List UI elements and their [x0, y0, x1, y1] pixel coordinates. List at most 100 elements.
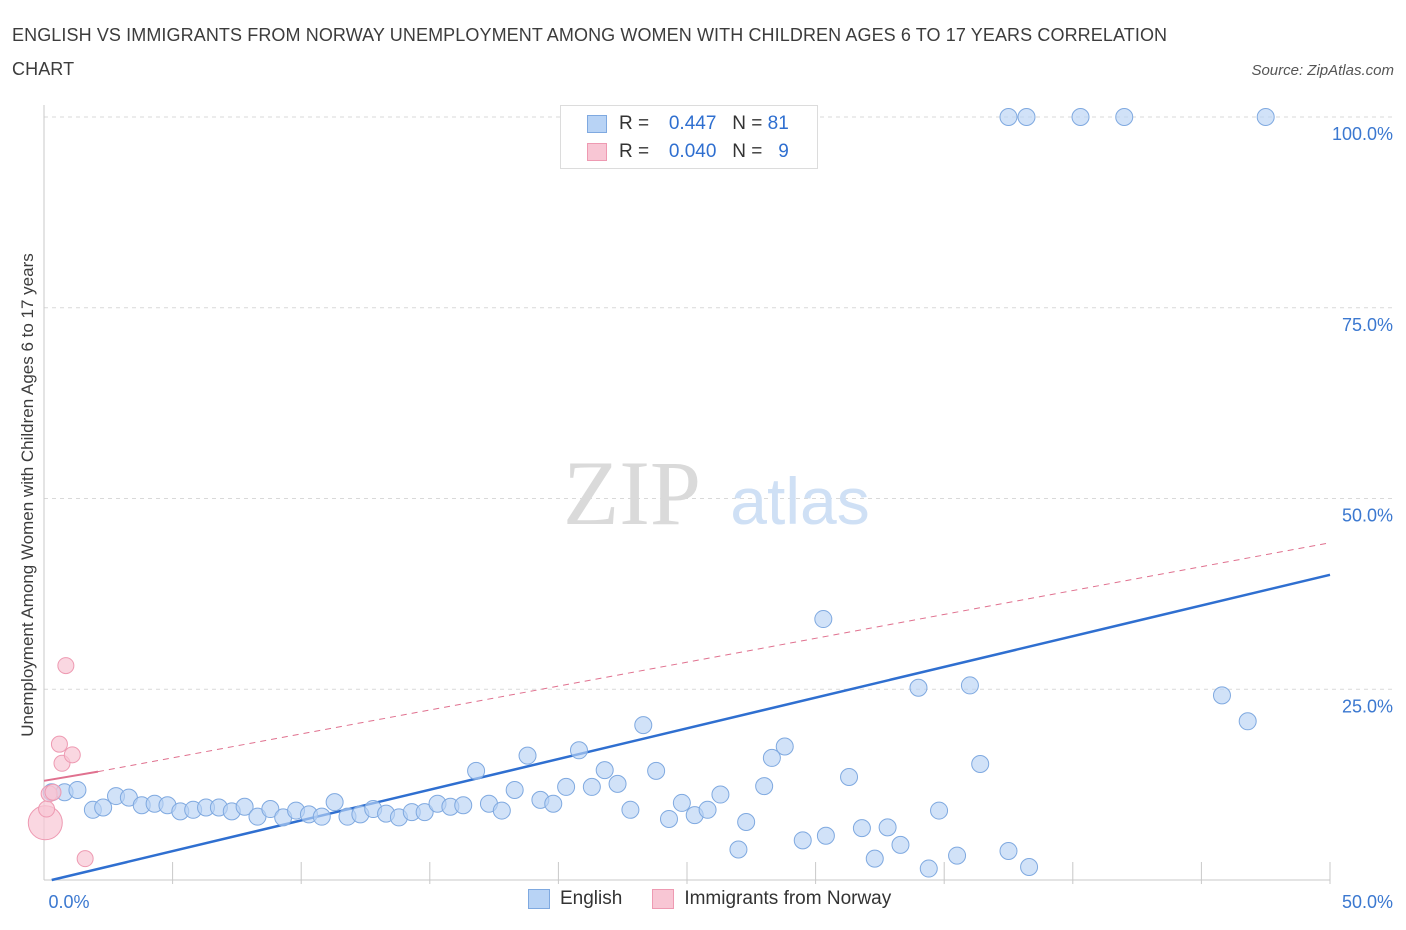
- data-point-english: [865, 849, 884, 868]
- x-tick-label: 50.0%: [1342, 892, 1393, 912]
- data-point-english: [492, 801, 511, 820]
- legend-r-label: R =: [619, 113, 650, 134]
- y-tick-label: 50.0%: [1342, 506, 1393, 526]
- grid-lines: [44, 116, 1394, 690]
- axes: [43, 105, 1331, 884]
- data-point-english: [1020, 858, 1039, 877]
- trend-line-english: [51, 573, 1331, 882]
- data-point-english: [595, 761, 614, 780]
- data-point-english: [960, 676, 979, 695]
- data-point-english: [659, 809, 678, 828]
- watermark-zip: ZIP: [563, 442, 701, 544]
- data-point-english: [775, 737, 794, 756]
- data-point-english: [971, 755, 990, 774]
- data-point-english: [569, 741, 588, 760]
- data-point-english: [557, 777, 576, 796]
- legend-swatch-english: [587, 115, 607, 133]
- source-label: Source: ZipAtlas.com: [1251, 62, 1394, 79]
- chart-title: ENGLISH VS IMMIGRANTS FROM NORWAY UNEMPL…: [12, 25, 1168, 79]
- data-point-english: [518, 746, 537, 765]
- watermark-atlas: atlas: [730, 464, 869, 538]
- data-point-english: [919, 859, 938, 878]
- data-point-english: [647, 761, 666, 780]
- data-point-english: [816, 826, 835, 845]
- watermark: ZIP atlas: [563, 442, 870, 544]
- y-tick-label: 25.0%: [1342, 696, 1393, 716]
- legend-swatch-norway: [587, 143, 607, 161]
- data-point-english: [948, 846, 967, 865]
- data-point-norway: [57, 657, 75, 675]
- data-point-english: [840, 767, 859, 786]
- data-point-english: [1017, 108, 1036, 126]
- data-point-english: [999, 108, 1018, 126]
- series-legend-english[interactable]: English: [528, 888, 622, 910]
- series-label-english: English: [560, 888, 623, 909]
- data-point-english: [793, 831, 812, 850]
- data-point-norway: [44, 783, 62, 801]
- data-point-norway: [63, 746, 81, 764]
- correlation-legend: R = 0.447 N = 81 R = 0.040 N = 9: [560, 105, 818, 169]
- legend-n-value-norway: 9: [778, 141, 789, 162]
- data-point-english: [698, 800, 717, 819]
- y-axis-label: Unemployment Among Women with Children A…: [18, 253, 37, 737]
- data-point-english: [711, 785, 730, 804]
- data-point-norway: [50, 735, 68, 753]
- data-point-english: [1212, 686, 1231, 705]
- trend-line-norway-solid: [43, 770, 99, 782]
- legend-n-label: N =: [732, 141, 763, 162]
- data-point-english: [634, 716, 653, 735]
- data-points: [27, 108, 1275, 878]
- data-point-english: [1115, 108, 1134, 126]
- legend-n-label: N =: [732, 113, 763, 134]
- series-label-norway: Immigrants from Norway: [684, 888, 892, 909]
- data-point-english: [235, 797, 254, 816]
- data-point-english: [325, 793, 344, 812]
- data-point-english: [930, 801, 949, 820]
- data-point-english: [312, 807, 331, 826]
- legend-row-norway: R = 0.040 N = 9: [587, 140, 789, 164]
- data-point-english: [755, 777, 774, 796]
- data-point-english: [467, 761, 486, 780]
- data-point-english: [415, 803, 434, 822]
- data-point-norway: [76, 850, 94, 868]
- data-point-english: [672, 793, 691, 812]
- legend-r-label: R =: [619, 141, 650, 162]
- data-point-english: [999, 842, 1018, 861]
- data-point-english: [505, 780, 524, 799]
- y-tick-label: 75.0%: [1342, 315, 1393, 335]
- data-point-english: [1071, 108, 1090, 126]
- series-swatch-english: [528, 889, 550, 909]
- series-legend: English Immigrants from Norway: [528, 888, 921, 910]
- legend-row-english: R = 0.447 N = 81: [587, 112, 789, 136]
- data-point-english: [737, 813, 756, 832]
- series-legend-norway[interactable]: Immigrants from Norway: [652, 888, 891, 910]
- data-point-english: [544, 794, 563, 813]
- series-swatch-norway: [652, 889, 675, 909]
- data-point-english: [621, 800, 640, 819]
- data-point-english: [852, 819, 871, 838]
- data-point-norway: [38, 800, 56, 818]
- data-point-english: [1238, 712, 1257, 731]
- trend-lines: [43, 542, 1331, 882]
- legend-n-value-english: 81: [767, 113, 789, 134]
- trend-line-norway-dashed: [97, 542, 1331, 773]
- data-point-english: [762, 748, 781, 767]
- data-point-english: [909, 678, 928, 697]
- data-point-english: [814, 610, 833, 629]
- data-point-english: [1256, 108, 1275, 126]
- data-point-english: [729, 840, 748, 859]
- legend-r-value-english: 0.447: [668, 113, 717, 134]
- data-point-english: [878, 818, 897, 837]
- x-tick-label: 0.0%: [48, 892, 89, 912]
- data-point-english: [68, 780, 87, 799]
- data-point-english: [608, 774, 627, 793]
- y-tick-label: 100.0%: [1332, 124, 1393, 144]
- legend-r-value-norway: 0.040: [668, 141, 717, 162]
- data-point-english: [891, 835, 910, 854]
- data-point-english: [582, 777, 601, 796]
- tick-labels: 100.0% 75.0% 50.0% 25.0% 0.0% 50.0%: [48, 124, 1393, 912]
- data-point-english: [261, 800, 280, 819]
- data-point-english: [94, 798, 113, 817]
- data-point-english: [454, 796, 473, 815]
